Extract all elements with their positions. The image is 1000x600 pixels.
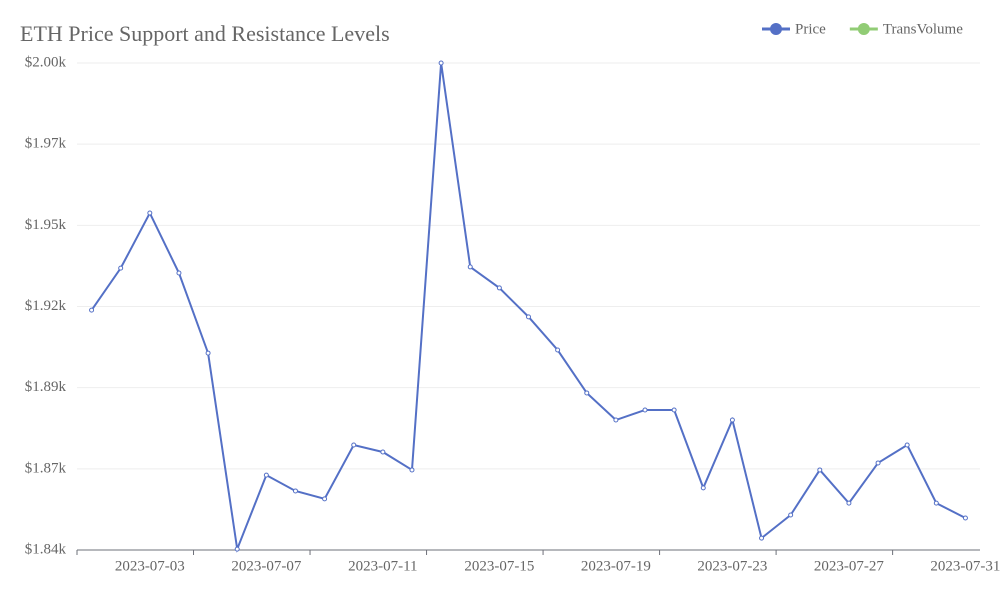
data-point xyxy=(613,417,619,423)
data-point xyxy=(438,60,444,66)
data-point xyxy=(817,467,823,473)
x-tick-label: 2023-07-11 xyxy=(348,558,417,574)
data-point xyxy=(788,512,794,518)
x-tick-label: 2023-07-03 xyxy=(115,558,185,574)
data-point xyxy=(467,264,473,270)
data-point xyxy=(147,210,153,216)
data-point xyxy=(118,265,124,271)
data-point xyxy=(584,390,590,396)
legend-label: Price xyxy=(795,21,826,37)
data-point xyxy=(671,407,677,413)
legend-icon-dot xyxy=(857,23,870,35)
data-point xyxy=(292,488,298,494)
x-tick-label: 2023-07-27 xyxy=(814,558,884,574)
y-tick-label: $1.84k xyxy=(25,541,67,557)
y-tick-label: $1.92k xyxy=(25,298,67,314)
data-point xyxy=(176,270,182,276)
data-point xyxy=(729,417,735,423)
legend-icon-dot xyxy=(770,23,782,35)
data-point xyxy=(234,546,240,552)
data-point xyxy=(642,407,648,413)
data-point xyxy=(380,449,386,455)
data-point xyxy=(846,500,852,506)
data-point xyxy=(263,472,269,478)
data-point xyxy=(205,350,211,356)
data-point xyxy=(759,535,765,541)
data-point xyxy=(700,485,706,491)
x-tick-label: 2023-07-31 xyxy=(930,558,1000,574)
data-point xyxy=(933,500,939,506)
y-tick-label: $2.00k xyxy=(25,54,67,70)
data-point xyxy=(409,467,415,473)
y-tick-label: $1.95k xyxy=(25,217,67,233)
x-tick-label: 2023-07-07 xyxy=(231,558,301,574)
y-tick-label: $1.89k xyxy=(25,379,67,395)
y-tick-label: $1.97k xyxy=(25,136,67,152)
data-point xyxy=(875,460,881,466)
x-tick-label: 2023-07-15 xyxy=(464,558,534,574)
x-tick-label: 2023-07-23 xyxy=(697,558,767,574)
data-point xyxy=(322,496,328,502)
data-point xyxy=(351,442,357,448)
x-tick-label: 2023-07-19 xyxy=(581,558,651,574)
legend-label: TransVolume xyxy=(883,21,963,37)
data-point xyxy=(555,347,561,353)
chart-title: ETH Price Support and Resistance Levels xyxy=(20,21,390,46)
data-point xyxy=(904,442,910,448)
data-point xyxy=(496,285,502,291)
data-point xyxy=(962,515,968,521)
data-point xyxy=(526,314,531,320)
data-point xyxy=(89,307,95,313)
y-tick-label: $1.87k xyxy=(25,460,67,476)
